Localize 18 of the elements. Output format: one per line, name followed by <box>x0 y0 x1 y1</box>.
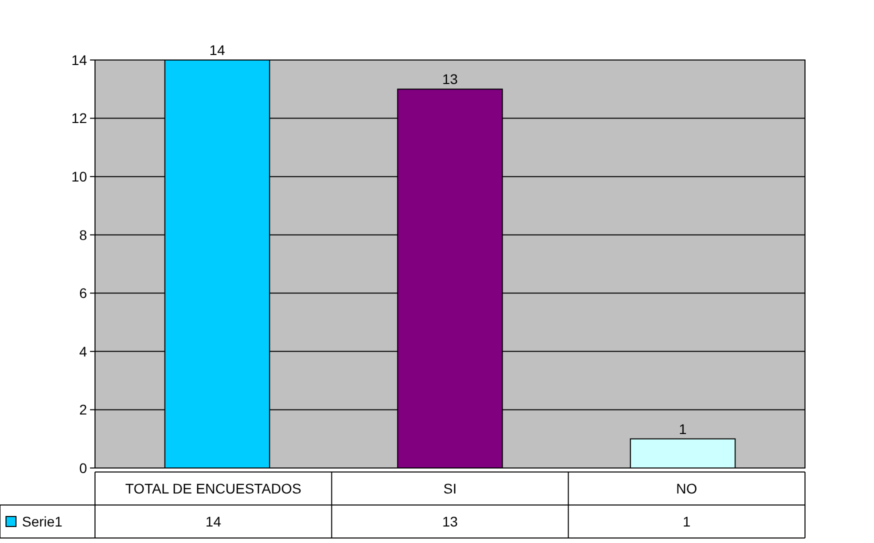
y-tick-label: 4 <box>79 343 88 360</box>
y-tick-label: 2 <box>79 402 88 418</box>
y-tick-label: 12 <box>71 110 88 126</box>
x-tick-label: SI <box>443 480 457 496</box>
text: 14 <box>206 513 222 530</box>
data-label: 13 <box>442 71 458 88</box>
y-tick-label: 14 <box>71 52 88 68</box>
text: 1 <box>682 513 691 530</box>
y-tick-label: 0 <box>79 460 88 476</box>
y-tick-label: 10 <box>71 168 88 184</box>
x-tick-label: NO <box>676 480 698 496</box>
y-tick-label: 8 <box>79 226 88 243</box>
y-tick-label: 6 <box>79 285 88 302</box>
data-label: 1 <box>678 420 687 437</box>
x-tick-label: TOTAL DE ENCUESTADOS <box>125 480 302 496</box>
data-label: 14 <box>209 42 226 58</box>
text: 13 <box>442 513 458 530</box>
legend-label: Serie1 <box>22 513 63 530</box>
